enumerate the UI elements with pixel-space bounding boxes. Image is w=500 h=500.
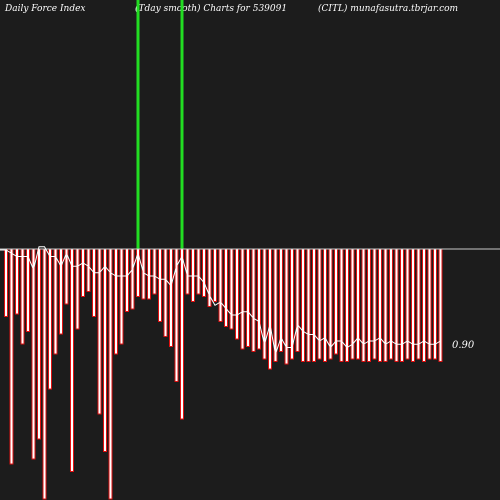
force-bar bbox=[224, 248, 228, 327]
chart-title-center: (Tday smooth) Charts for 539091 bbox=[135, 3, 287, 14]
force-bar bbox=[31, 248, 36, 460]
force-bar bbox=[130, 248, 135, 310]
signal-marker bbox=[180, 0, 184, 249]
force-bar bbox=[240, 248, 245, 350]
force-bar bbox=[20, 248, 25, 345]
force-bar bbox=[92, 248, 96, 317]
force-bar bbox=[251, 248, 256, 352]
markers-group bbox=[136, 0, 184, 249]
force-bar bbox=[378, 248, 382, 362]
force-bar bbox=[86, 248, 91, 292]
force-bar bbox=[37, 248, 41, 440]
force-bar bbox=[246, 248, 250, 347]
force-bar bbox=[114, 248, 118, 355]
force-bar bbox=[328, 248, 333, 360]
force-bar bbox=[389, 248, 393, 360]
force-bar bbox=[345, 248, 349, 362]
force-bar bbox=[9, 248, 14, 465]
force-bar bbox=[433, 248, 437, 360]
force-bar bbox=[438, 248, 443, 362]
force-bar bbox=[70, 248, 74, 472]
force-bar bbox=[334, 248, 338, 355]
force-bar bbox=[367, 248, 371, 362]
force-bar bbox=[422, 248, 426, 362]
force-bar bbox=[53, 248, 58, 355]
force-bar bbox=[229, 248, 234, 330]
force-bar bbox=[97, 248, 102, 415]
force-bar bbox=[416, 248, 421, 360]
force-bar bbox=[202, 248, 206, 297]
force-bar bbox=[218, 248, 223, 322]
force-bar bbox=[147, 248, 151, 300]
force-bar bbox=[152, 248, 157, 295]
force-bar bbox=[339, 248, 344, 362]
chart-title-right: (CITL) munafasutra.tbrjar.com bbox=[318, 3, 458, 14]
force-bar bbox=[427, 248, 432, 360]
force-bar bbox=[141, 248, 146, 300]
force-bar bbox=[312, 248, 316, 362]
force-bar bbox=[4, 248, 8, 317]
force-bar bbox=[372, 248, 377, 360]
force-bar bbox=[64, 248, 69, 305]
force-bar bbox=[48, 248, 52, 390]
force-bar bbox=[158, 248, 162, 322]
force-bar bbox=[213, 248, 217, 302]
force-bar bbox=[273, 248, 278, 362]
force-bar bbox=[317, 248, 322, 360]
force-bar bbox=[108, 248, 113, 500]
chart-title-left: Daily Force Index bbox=[4, 4, 86, 14]
signal-marker bbox=[136, 0, 140, 249]
force-index-line bbox=[0, 246, 441, 356]
force-bar bbox=[405, 248, 410, 360]
force-bar bbox=[103, 248, 107, 452]
force-bar bbox=[81, 248, 85, 297]
last-value-label: 0.90 bbox=[452, 340, 475, 351]
force-bar bbox=[26, 248, 30, 332]
force-bar bbox=[257, 248, 261, 350]
force-bar bbox=[356, 248, 360, 360]
force-bar bbox=[268, 248, 272, 370]
force-bar bbox=[279, 248, 283, 352]
force-bar bbox=[169, 248, 173, 347]
force-bar bbox=[163, 248, 168, 337]
force-bar bbox=[235, 248, 239, 340]
force-bar bbox=[42, 248, 47, 500]
force-bar bbox=[196, 248, 201, 295]
force-bar bbox=[323, 248, 327, 362]
force-bar bbox=[59, 248, 63, 335]
force-bar bbox=[125, 248, 129, 312]
force-bar bbox=[75, 248, 80, 330]
force-bar bbox=[295, 248, 300, 352]
force-bar bbox=[301, 248, 305, 362]
force-bar bbox=[191, 248, 195, 302]
force-bar bbox=[180, 248, 184, 420]
force-bar bbox=[306, 248, 311, 362]
force-bar bbox=[15, 248, 19, 315]
force-bar bbox=[119, 248, 124, 345]
